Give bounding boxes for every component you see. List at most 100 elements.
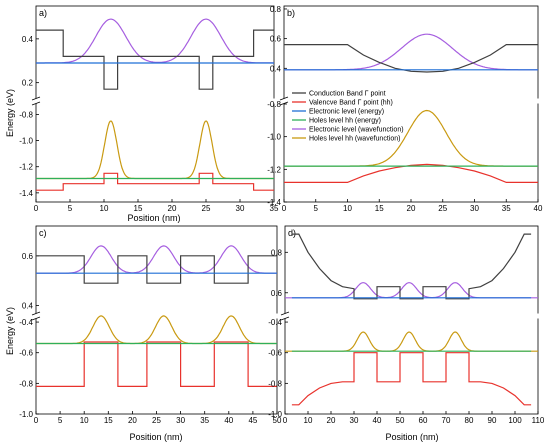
y-tick-label-d: -1.0 [268, 410, 282, 419]
y-tick-label-a: -0.8 [19, 110, 33, 119]
axis-break-mark-d [280, 311, 290, 316]
x-tick-label-d: 70 [442, 416, 451, 425]
series-valence-a [36, 172, 274, 191]
x-tick-label-b: 25 [438, 204, 447, 213]
series-conduction-b [284, 43, 538, 73]
x-tick-label-c: 35 [200, 416, 209, 425]
panel-a: 0 5 10 15 20 25 30 35 0.2 0.4 -0.8 -1.0 -1.2 -1.4 a) [19, 5, 279, 213]
x-tick-label-c: 45 [248, 416, 257, 425]
x-tick-label-c: 25 [152, 416, 161, 425]
x-tick-label-b: 35 [502, 204, 511, 213]
x-tick-label-b: 0 [282, 204, 287, 213]
x-tick-label-b: 5 [314, 204, 319, 213]
x-tick-label-b: 10 [343, 204, 352, 213]
x-tick-label-c: 50 [273, 416, 282, 425]
y-tick-label-a: 0.2 [22, 79, 34, 88]
axis-break-mark-b [279, 101, 289, 106]
panel-label-b: b) [287, 8, 295, 18]
y-tick-label-a: -1.2 [19, 163, 33, 172]
axis-break-mark-a [31, 96, 41, 101]
panel-d: 0 10 20 30 40 50 60 70 80 90 100 110 0.6 0.8 -0.4 -0.6 -… [268, 225, 545, 425]
x-tick-label-d: 0 [283, 416, 288, 425]
y-tick-label-d: -0.8 [268, 379, 282, 388]
panel-label-c: c) [39, 228, 47, 238]
x-tick-label-a: 25 [202, 204, 211, 213]
x-tick-label-c: 15 [104, 416, 113, 425]
series-valence-c [36, 341, 277, 387]
x-tick-label-c: 0 [34, 416, 39, 425]
frame-a [35, 5, 275, 203]
x-tick-label-d: 10 [304, 416, 313, 425]
legend-item-electron-wf: Electronic level (wavefunction) [292, 127, 404, 134]
series-valence-b [284, 163, 538, 183]
panels: 0 5 10 15 20 25 30 350.20.4-0.8-1.0-1.2-1.4a)0 5… [19, 5, 545, 425]
y-tick-label-b: 0.6 [270, 35, 282, 44]
y-tick-label-b: 0.8 [270, 5, 282, 14]
x-tick-label-d: 80 [465, 416, 474, 425]
y-tick-label-d: 0.8 [271, 248, 283, 257]
axis-break-mark-c [31, 316, 41, 321]
series-electron-wf-c [36, 245, 277, 274]
x-tick-label-b: 30 [470, 204, 479, 213]
y-tick-label-c: -1.0 [19, 410, 33, 419]
panel-c: 0 5 10 15 20 25 30 35 40 45 50 0.4 0.6 -0.4 -0.6 -0.8 -1… [19, 225, 282, 425]
series-hole-wf-d [285, 331, 538, 352]
x-tick-label-a: 20 [168, 204, 177, 213]
x-tick-label-b: 20 [407, 204, 416, 213]
series-conduction-c [36, 255, 277, 284]
legend-label-valence: Valencve Band Γ point (hh) [309, 100, 393, 107]
axis-break-mask-d [281, 313, 289, 319]
axis-break-mask-right-d [536, 313, 540, 319]
legend-label-electron-energy: Electronic level (energy) [309, 109, 384, 116]
x-tick-label-a: 5 [68, 204, 73, 213]
ylabel-top-row: Energy (eV) [5, 89, 15, 137]
panel-b: 0 5 10 15 20 25 30 35 40 0.4 0.6 0.8 -0.8 -1.0 -1.2 -1.… [267, 5, 543, 213]
panel-label-d: d) [288, 228, 296, 238]
legend-item-hole-energy: Holes level hh (energy) [292, 118, 381, 125]
series-electron-wf-b [284, 33, 538, 71]
series-hole-wf-a [36, 120, 274, 180]
legend-label-hole-energy: Holes level hh (energy) [309, 118, 381, 125]
y-tick-label-c: 0.6 [22, 252, 34, 261]
y-tick-label-b: -1.2 [267, 165, 281, 174]
axis-break-mask-a [32, 98, 40, 104]
axis-break-mask-right-b [536, 98, 540, 104]
frame-d [284, 225, 539, 415]
x-tick-label-d: 60 [419, 416, 428, 425]
y-tick-label-c: -0.8 [19, 379, 33, 388]
xlabel-panel-d: Position (nm) [385, 432, 438, 442]
legend: Conduction Band Γ point Valencve Band Γ … [292, 91, 404, 143]
x-tick-label-a: 10 [100, 204, 109, 213]
x-tick-label-b: 40 [534, 204, 543, 213]
x-tick-label-d: 20 [327, 416, 336, 425]
x-tick-label-d: 100 [508, 416, 522, 425]
y-tick-label-c: -0.6 [19, 349, 33, 358]
x-tick-label-a: 30 [236, 204, 245, 213]
x-tick-label-c: 40 [224, 416, 233, 425]
legend-label-electron-wf: Electronic level (wavefunction) [309, 127, 404, 134]
series-electron-wf-d [285, 282, 538, 299]
axis-break-mark-c [31, 311, 41, 316]
axis-break-mark-a [31, 101, 41, 106]
x-tick-label-b: 15 [375, 204, 384, 213]
y-tick-label-a: 0.4 [22, 35, 34, 44]
y-tick-label-b: -0.8 [267, 100, 281, 109]
x-tick-label-c: 10 [80, 416, 89, 425]
x-tick-label-a: 35 [270, 204, 279, 213]
legend-item-electron-energy: Electronic level (energy) [292, 109, 384, 116]
xlabel-panel-a: Position (nm) [127, 213, 180, 223]
legend-item-valence: Valencve Band Γ point (hh) [292, 100, 393, 107]
x-tick-label-c: 30 [176, 416, 185, 425]
y-tick-label-c: 0.4 [22, 302, 34, 311]
legend-label-hole-wf: Holes level hh (wavefunction) [309, 136, 400, 143]
x-tick-label-d: 50 [396, 416, 405, 425]
ylabel-bottom-row: Energy (eV) [5, 307, 15, 355]
legend-item-conduction: Conduction Band Γ point [292, 91, 386, 98]
y-tick-label-a: -1.4 [19, 189, 33, 198]
y-tick-label-c: -0.4 [19, 318, 33, 327]
axis-break-mask-c [32, 313, 40, 319]
axis-break-mask-b [280, 98, 288, 104]
y-tick-label-d: -0.6 [268, 349, 282, 358]
series-valence-d [291, 352, 532, 406]
